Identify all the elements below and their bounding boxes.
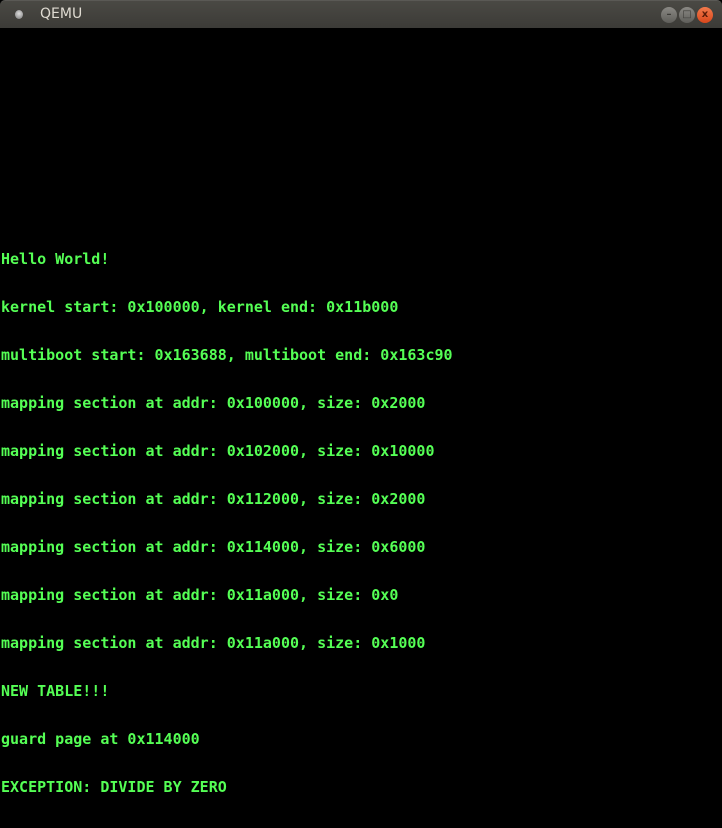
console-line: mapping section at addr: 0x114000, size:… [1, 538, 426, 556]
console-line: mapping section at addr: 0x112000, size:… [1, 490, 426, 508]
console-line: Hello World! [1, 250, 110, 268]
vm-display[interactable]: Hello World! kernel start: 0x100000, ker… [0, 28, 722, 795]
console-line: NEW TABLE!!! [1, 682, 110, 700]
console-output: Hello World! kernel start: 0x100000, ker… [1, 219, 453, 827]
title-bar[interactable]: QEMU – □ x [0, 0, 722, 28]
minimize-button[interactable]: – [661, 7, 677, 23]
console-line: mapping section at addr: 0x102000, size:… [1, 442, 435, 460]
maximize-button[interactable]: □ [679, 7, 695, 23]
console-line: mapping section at addr: 0x11a000, size:… [1, 634, 426, 652]
console-line: EXCEPTION: DIVIDE BY ZERO [1, 778, 227, 796]
console-line: mapping section at addr: 0x100000, size:… [1, 394, 426, 412]
console-line: guard page at 0x114000 [1, 730, 200, 748]
console-line: kernel start: 0x100000, kernel end: 0x11… [1, 298, 399, 316]
qemu-app-icon [15, 10, 23, 19]
console-line: mapping section at addr: 0x11a000, size:… [1, 586, 399, 604]
close-button[interactable]: x [697, 7, 713, 23]
console-line: multiboot start: 0x163688, multiboot end… [1, 346, 453, 364]
window-title: QEMU [40, 6, 83, 22]
